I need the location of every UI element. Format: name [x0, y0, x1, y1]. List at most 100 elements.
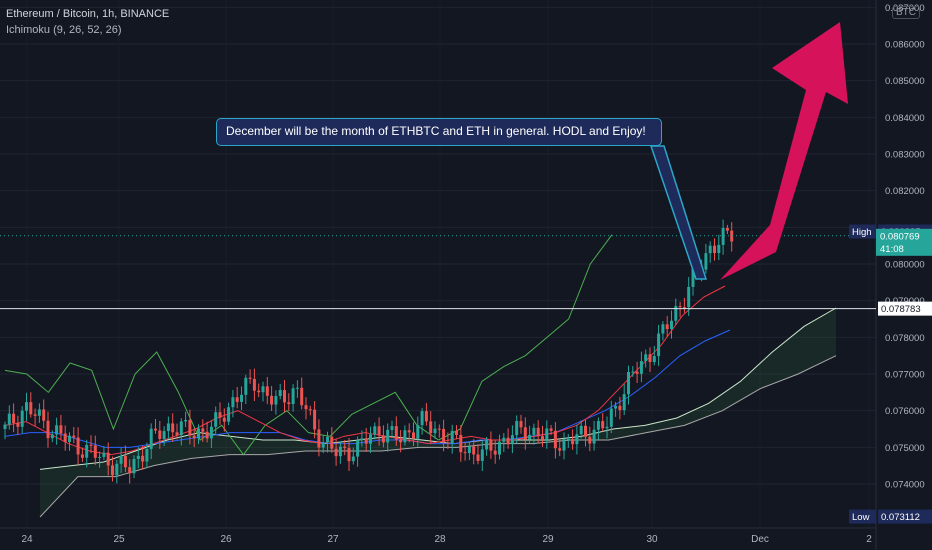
candle-body [670, 320, 673, 330]
candle-body [123, 455, 127, 468]
candle-body [721, 227, 725, 245]
candle-body [326, 436, 329, 443]
candle-body [498, 441, 501, 455]
candle-body [55, 425, 59, 435]
candle-body [3, 424, 7, 429]
candle-body [205, 431, 209, 439]
candle-body [536, 427, 540, 437]
candle-body [459, 434, 463, 453]
candle-body [639, 361, 643, 374]
candle-body [20, 410, 24, 427]
candle-body [209, 426, 213, 439]
candle-body [399, 439, 403, 443]
candle-body [528, 434, 532, 440]
candle-body [579, 425, 583, 435]
candle-body [222, 417, 226, 422]
y-tick-label: 0.078000 [885, 333, 925, 344]
candle-body [235, 397, 239, 402]
candle-body [648, 354, 652, 362]
countdown-text: 41:08 [880, 244, 904, 255]
candle-body [313, 409, 317, 430]
candle-body [687, 286, 691, 308]
candle-body [240, 394, 243, 402]
candle-body [89, 444, 93, 446]
candle-body [614, 405, 618, 409]
chikou-line [4, 234, 613, 456]
candle-body [502, 437, 506, 442]
candle-body [154, 428, 157, 431]
candle-body [287, 402, 291, 405]
candle-body [377, 426, 381, 436]
candle-body [605, 426, 609, 429]
candle-body [682, 307, 686, 309]
candle-body [334, 448, 338, 457]
candle-body [201, 428, 205, 432]
candle-body [171, 423, 175, 433]
candle-body [416, 425, 420, 439]
candle-body [631, 371, 635, 373]
y-tick-label: 0.083000 [885, 150, 925, 161]
candle-body [7, 413, 11, 425]
x-tick-label: 28 [434, 534, 446, 545]
candle-body [42, 409, 46, 421]
candle-body [562, 439, 566, 451]
annotation-callout[interactable]: December will be the month of ETHBTC and… [216, 118, 662, 146]
candle-body [166, 423, 170, 432]
candle-body [50, 434, 54, 439]
candle-body [717, 244, 721, 254]
candle-body [12, 413, 16, 423]
y-tick-label: 0.080000 [885, 260, 925, 271]
candle-body [158, 430, 162, 439]
candle-body [523, 427, 527, 440]
candle-body [407, 430, 411, 433]
candle-body [657, 333, 661, 357]
y-tick-label: 0.082000 [885, 186, 925, 197]
candle-body [300, 387, 304, 406]
high-label-box [849, 224, 876, 239]
x-tick-label: 25 [113, 534, 125, 545]
candle-body [429, 421, 433, 434]
candle-body [558, 448, 562, 451]
candle-body [231, 397, 235, 408]
candle-body [265, 386, 269, 396]
candle-body [308, 409, 312, 411]
candle-body [541, 436, 544, 440]
candle-body [119, 455, 123, 464]
candle-body [59, 425, 63, 434]
candle-body [145, 448, 149, 462]
candle-body [278, 390, 282, 397]
candle-body [274, 396, 278, 405]
candle-body [519, 421, 523, 428]
candle-body [25, 402, 28, 411]
senkou-b-line [39, 355, 837, 518]
candle-body [317, 429, 321, 448]
candle-body [248, 377, 252, 379]
candle-body [351, 456, 355, 462]
symbol-title[interactable]: Ethereum / Bitcoin, 1h, BINANCE [6, 8, 170, 20]
candle-body [63, 433, 67, 442]
candle-body [29, 402, 33, 415]
candle-body [257, 390, 261, 393]
x-tick-label: 29 [542, 534, 554, 545]
candle-body [644, 354, 648, 362]
callout-pointer [649, 145, 708, 280]
indicator-legend[interactable]: Ichimoku (9, 26, 52, 26) [6, 24, 122, 36]
candle-body [261, 386, 265, 393]
candle-body [394, 426, 398, 440]
candle-body [356, 440, 360, 457]
candle-body [665, 324, 669, 330]
candle-body [549, 428, 553, 431]
candle-body [433, 428, 437, 434]
candle-body [725, 227, 729, 231]
candle-body [175, 432, 179, 436]
candle-body [188, 419, 192, 436]
candle-body [270, 395, 274, 405]
candle-body [553, 430, 557, 449]
candle-body [369, 434, 372, 444]
candle-body [330, 436, 334, 449]
candle-body [472, 446, 476, 455]
candle-body [691, 268, 695, 287]
candle-body [661, 324, 665, 334]
candle-body [713, 245, 716, 254]
